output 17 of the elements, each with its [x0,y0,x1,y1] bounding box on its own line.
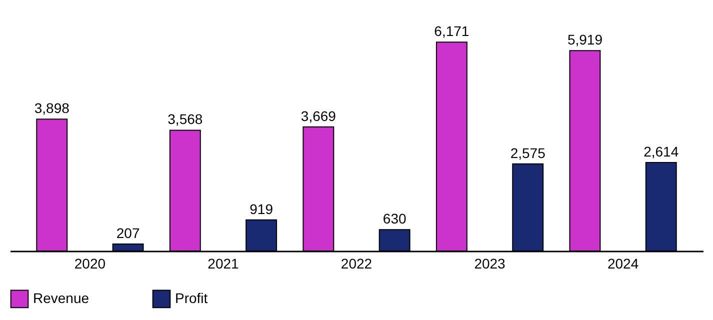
data-label: 2,575 [510,144,546,161]
x-tick-label: 2021 [208,256,240,272]
x-tick-label: 2020 [74,256,106,272]
data-label: 3,669 [300,108,336,124]
data-label: 3,568 [168,111,203,128]
data-label: 6,171 [434,23,470,40]
legend-label: Revenue [33,290,90,306]
x-tick-label: 2024 [607,256,639,272]
data-label: 630 [382,210,406,227]
x-tick-label: 2023 [474,256,506,272]
data-label: 2,614 [644,144,679,160]
data-label: 919 [250,200,274,217]
x-tick-label: 2022 [340,256,372,272]
data-label: 3,898 [34,100,70,116]
data-label: 5,919 [567,32,603,48]
data-label: 207 [116,224,140,241]
legend-label: Profit [175,290,208,306]
